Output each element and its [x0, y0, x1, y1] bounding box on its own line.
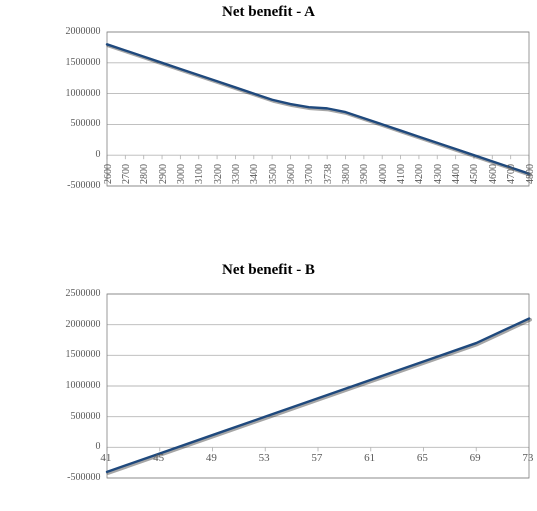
chart-a-xtick-label: 4800 — [525, 164, 536, 184]
chart-a-xtick-label: 4700 — [506, 164, 517, 184]
chart-a-block: Net benefit - A -500000 0 500000 1000000 150… — [0, 0, 537, 204]
chart-b-wrap: -500000 0 500000 1000000 1500000 2000000 25000… — [47, 288, 537, 504]
chart-a-xtick-label: 2700 — [121, 164, 132, 184]
chart-b-xtick-label: 61 — [364, 452, 375, 464]
chart-b-xtick-label: 45 — [153, 452, 164, 464]
chart-a-wrap: -500000 0 500000 1000000 1500000 2000000 2600… — [47, 26, 537, 230]
chart-a-xtick-label: 4500 — [469, 164, 480, 184]
page: Net benefit - A -500000 0 500000 1000000 150… — [0, 0, 537, 511]
chart-a-ytick-label: 500000 — [47, 118, 101, 129]
chart-a-ytick-label: -500000 — [47, 180, 101, 191]
chart-b-ytick-label: 500000 — [47, 411, 101, 422]
chart-a-xtick-label: 2800 — [139, 164, 150, 184]
chart-a-xtick-label: 4100 — [396, 164, 407, 184]
chart-b-ytick-label: 1000000 — [47, 380, 101, 391]
chart-b-xtick-label: 69 — [470, 452, 481, 464]
chart-b-xtick-label: 65 — [417, 452, 428, 464]
chart-b-xtick-label: 49 — [206, 452, 217, 464]
chart-b-svg — [47, 288, 537, 504]
chart-a-title: Net benefit - A — [0, 4, 537, 21]
chart-b-xtick-label: 57 — [311, 452, 322, 464]
chart-a-xtick-label: 3600 — [286, 164, 297, 184]
chart-b-block: Net benefit - B -50000005000001000000150… — [0, 258, 537, 474]
chart-a-xtick-label: 3500 — [268, 164, 279, 184]
chart-a-xtick-label: 3300 — [231, 164, 242, 184]
chart-b-xtick-label: 73 — [522, 452, 533, 464]
chart-a-xtick-label: 3100 — [194, 164, 205, 184]
chart-a-xtick-label: 2900 — [158, 164, 169, 184]
chart-a-xtick-label: 3700 — [304, 164, 315, 184]
chart-a-xtick-label: 3400 — [249, 164, 260, 184]
chart-a-xtick-label: 3800 — [341, 164, 352, 184]
chart-b-ytick-label: 2000000 — [47, 319, 101, 330]
chart-b-title: Net benefit - B — [0, 262, 537, 279]
chart-a-ytick-label: 2000000 — [47, 26, 101, 37]
chart-a-xtick-label: 4300 — [433, 164, 444, 184]
chart-a-xtick-label: 4200 — [414, 164, 425, 184]
chart-b-ytick-label: 1500000 — [47, 349, 101, 360]
chart-a-xtick-label: 4400 — [451, 164, 462, 184]
chart-a-xtick-label: 3000 — [176, 164, 187, 184]
chart-a-ytick-label: 1000000 — [47, 88, 101, 99]
chart-a-ytick-label: 1500000 — [47, 57, 101, 68]
chart-b-xtick-label: 53 — [259, 452, 270, 464]
chart-b-ytick-label: -500000 — [47, 472, 101, 483]
chart-a-xtick-label: 4600 — [488, 164, 499, 184]
chart-a-xtick-label: 4000 — [378, 164, 389, 184]
chart-a-svg — [47, 26, 537, 230]
chart-b-xtick-label: 41 — [100, 452, 111, 464]
chart-a-xtick-label: 3900 — [359, 164, 370, 184]
chart-a-ytick-label: 0 — [47, 149, 101, 160]
chart-a-xtick-label: 3200 — [213, 164, 224, 184]
chart-a-xtick-label: 2600 — [103, 164, 114, 184]
chart-a-xtick-label: 3738 — [323, 164, 334, 184]
chart-b-ytick-label: 2500000 — [47, 288, 101, 299]
chart-b-ytick-label: 0 — [47, 441, 101, 452]
